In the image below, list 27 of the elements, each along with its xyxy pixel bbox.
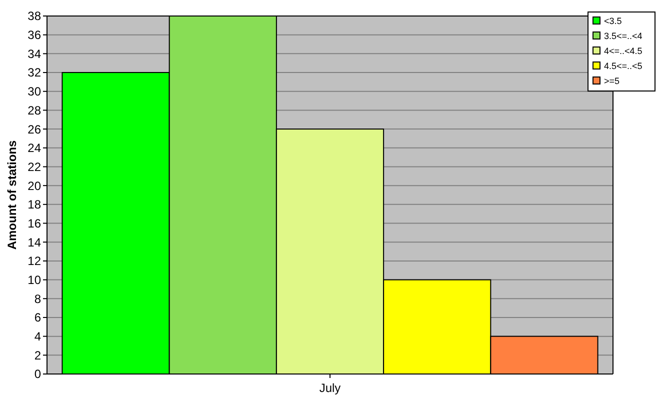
y-tick-label: 4 xyxy=(34,330,42,344)
y-tick-label: 6 xyxy=(34,310,42,325)
y-tick-label: 36 xyxy=(28,28,42,42)
y-tick-label: 0 xyxy=(34,367,42,382)
y-tick-label: 12 xyxy=(28,254,42,268)
legend-label: 4<=..<4.5 xyxy=(604,46,642,56)
y-tick-label: 30 xyxy=(28,84,42,99)
y-tick-label: 14 xyxy=(28,235,42,250)
legend-label: 4.5<=..<5 xyxy=(604,61,642,72)
y-axis-title: Amount of stations xyxy=(5,140,19,250)
y-tick-label: 38 xyxy=(28,9,42,24)
y-tick-label: 8 xyxy=(34,292,42,306)
y-tick-label: 32 xyxy=(28,66,42,80)
y-tick-label: 20 xyxy=(28,178,42,193)
y-tick-label: 2 xyxy=(34,348,42,362)
y-tick-label: 24 xyxy=(28,141,42,156)
y-tick-label: 18 xyxy=(28,198,42,212)
y-tick-label: 22 xyxy=(28,160,42,174)
y-tick-label: 34 xyxy=(28,46,42,61)
legend-label: >=5 xyxy=(604,76,620,86)
y-tick-label: 26 xyxy=(28,122,42,136)
y-tick-label: 28 xyxy=(28,103,42,118)
y-tick-label: 10 xyxy=(28,272,42,287)
legend-label: <3.5 xyxy=(604,16,622,26)
legend-label: 3.5<=..<4 xyxy=(604,31,642,42)
x-tick-label: July xyxy=(319,381,341,395)
y-tick-label: 16 xyxy=(28,216,42,230)
